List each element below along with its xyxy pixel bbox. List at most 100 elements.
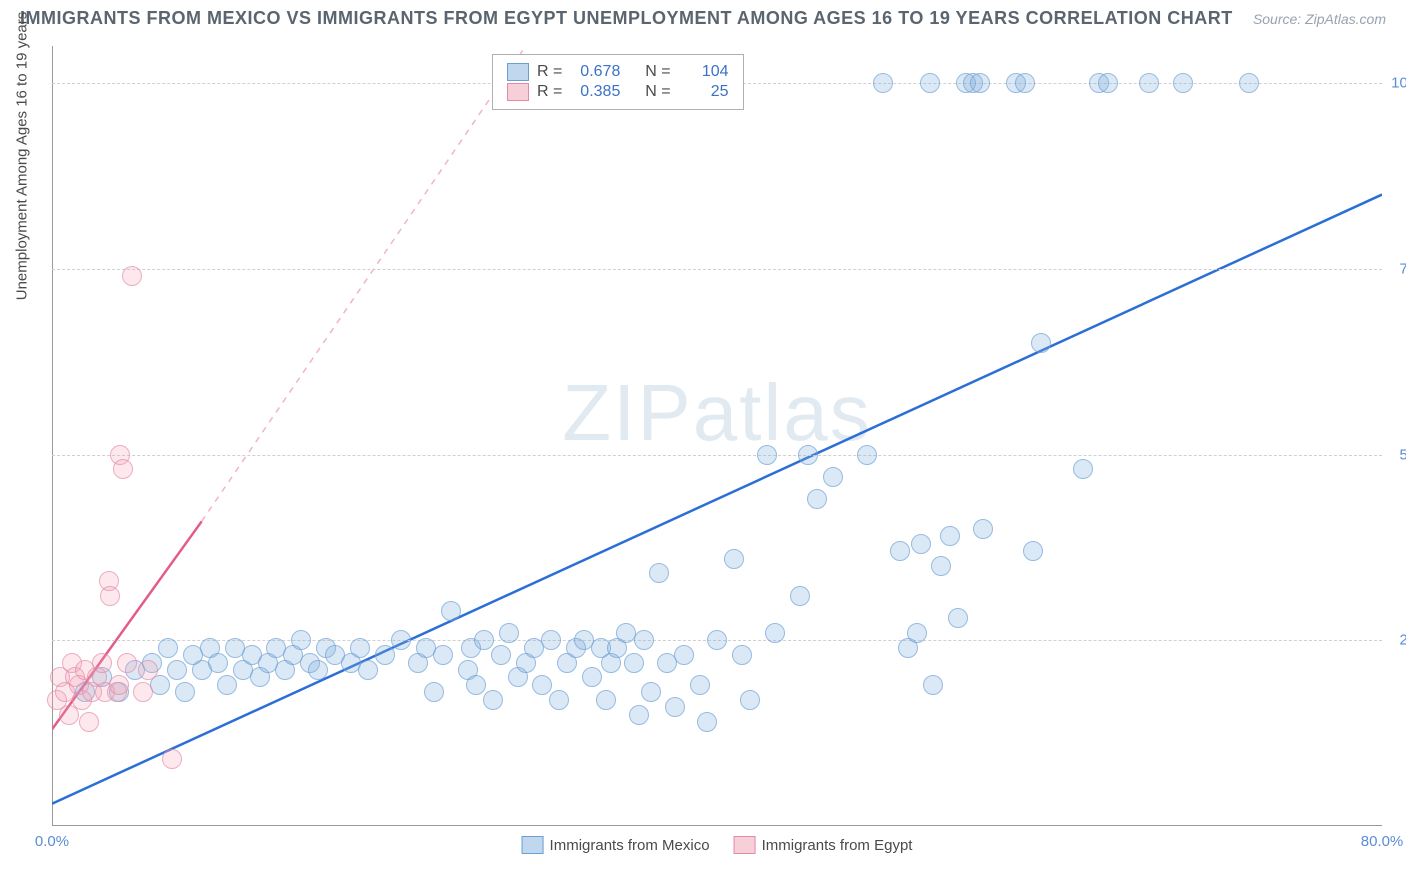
data-point — [873, 73, 893, 93]
series-legend: Immigrants from Mexico Immigrants from E… — [522, 836, 913, 854]
swatch-blue-icon — [522, 836, 544, 854]
data-point — [79, 712, 99, 732]
data-point — [911, 534, 931, 554]
y-tick-label: 50.0% — [1399, 446, 1406, 463]
source-label: Source: ZipAtlas.com — [1253, 11, 1386, 27]
data-point — [122, 266, 142, 286]
data-point — [466, 675, 486, 695]
data-point — [117, 653, 137, 673]
chart-header: IMMIGRANTS FROM MEXICO VS IMMIGRANTS FRO… — [0, 0, 1406, 37]
data-point — [923, 675, 943, 695]
data-point — [424, 682, 444, 702]
data-point — [350, 638, 370, 658]
data-point — [1023, 541, 1043, 561]
legend-label-mexico: Immigrants from Mexico — [550, 837, 710, 854]
y-axis-label: Unemployment Among Ages 16 to 19 years — [14, 12, 31, 301]
x-axis-line — [52, 825, 1382, 826]
data-point — [765, 623, 785, 643]
n-value-blue: 104 — [679, 63, 729, 81]
data-point — [483, 690, 503, 710]
data-point — [1031, 333, 1051, 353]
data-point — [217, 675, 237, 695]
data-point — [441, 601, 461, 621]
correlation-legend: R = 0.678 N = 104 R = 0.385 N = 25 — [492, 54, 744, 110]
data-point — [1098, 73, 1118, 93]
r-value-pink: 0.385 — [570, 83, 620, 101]
data-point — [308, 660, 328, 680]
data-point — [541, 630, 561, 650]
data-point — [697, 712, 717, 732]
swatch-blue-icon — [507, 63, 529, 81]
data-point — [690, 675, 710, 695]
data-point — [549, 690, 569, 710]
data-point — [499, 623, 519, 643]
x-tick-label: 0.0% — [35, 833, 69, 850]
data-point — [1015, 73, 1035, 93]
data-point — [596, 690, 616, 710]
data-point — [707, 630, 727, 650]
data-point — [641, 682, 661, 702]
data-point — [857, 445, 877, 465]
data-point — [162, 749, 182, 769]
data-point — [175, 682, 195, 702]
data-point — [890, 541, 910, 561]
data-point — [629, 705, 649, 725]
gridline — [52, 269, 1382, 270]
data-point — [624, 653, 644, 673]
legend-item-egypt: Immigrants from Egypt — [734, 836, 913, 854]
data-point — [358, 660, 378, 680]
data-point — [1073, 459, 1093, 479]
data-point — [665, 697, 685, 717]
data-point — [208, 653, 228, 673]
data-point — [616, 623, 636, 643]
data-point — [391, 630, 411, 650]
data-point — [1239, 73, 1259, 93]
data-point — [907, 623, 927, 643]
data-point — [1139, 73, 1159, 93]
legend-row-pink: R = 0.385 N = 25 — [507, 83, 729, 101]
data-point — [732, 645, 752, 665]
data-point — [798, 445, 818, 465]
data-point — [582, 667, 602, 687]
data-point — [940, 526, 960, 546]
data-point — [970, 73, 990, 93]
plot-area: 25.0%50.0%75.0%100.0%0.0%80.0% — [52, 46, 1382, 826]
legend-item-mexico: Immigrants from Mexico — [522, 836, 710, 854]
n-label: N = — [645, 63, 670, 81]
n-label: N = — [645, 83, 670, 101]
chart-container: Unemployment Among Ages 16 to 19 years Z… — [52, 46, 1382, 826]
gridline — [52, 455, 1382, 456]
swatch-pink-icon — [507, 83, 529, 101]
data-point — [158, 638, 178, 658]
n-value-pink: 25 — [679, 83, 729, 101]
r-value-blue: 0.678 — [570, 63, 620, 81]
swatch-pink-icon — [734, 836, 756, 854]
legend-label-egypt: Immigrants from Egypt — [762, 837, 913, 854]
data-point — [138, 660, 158, 680]
r-label: R = — [537, 83, 562, 101]
y-tick-label: 25.0% — [1399, 632, 1406, 649]
data-point — [674, 645, 694, 665]
chart-title: IMMIGRANTS FROM MEXICO VS IMMIGRANTS FRO… — [20, 8, 1233, 29]
r-label: R = — [537, 63, 562, 81]
data-point — [790, 586, 810, 606]
data-point — [133, 682, 153, 702]
data-point — [167, 660, 187, 680]
data-point — [291, 630, 311, 650]
data-point — [474, 630, 494, 650]
data-point — [931, 556, 951, 576]
data-point — [433, 645, 453, 665]
trend-lines-svg — [52, 46, 1382, 826]
data-point — [532, 675, 552, 695]
data-point — [375, 645, 395, 665]
data-point — [649, 563, 669, 583]
y-tick-label: 100.0% — [1391, 75, 1406, 92]
data-point — [973, 519, 993, 539]
data-point — [807, 489, 827, 509]
data-point — [1173, 73, 1193, 93]
data-point — [491, 645, 511, 665]
data-point — [920, 73, 940, 93]
data-point — [740, 690, 760, 710]
data-point — [948, 608, 968, 628]
data-point — [100, 586, 120, 606]
